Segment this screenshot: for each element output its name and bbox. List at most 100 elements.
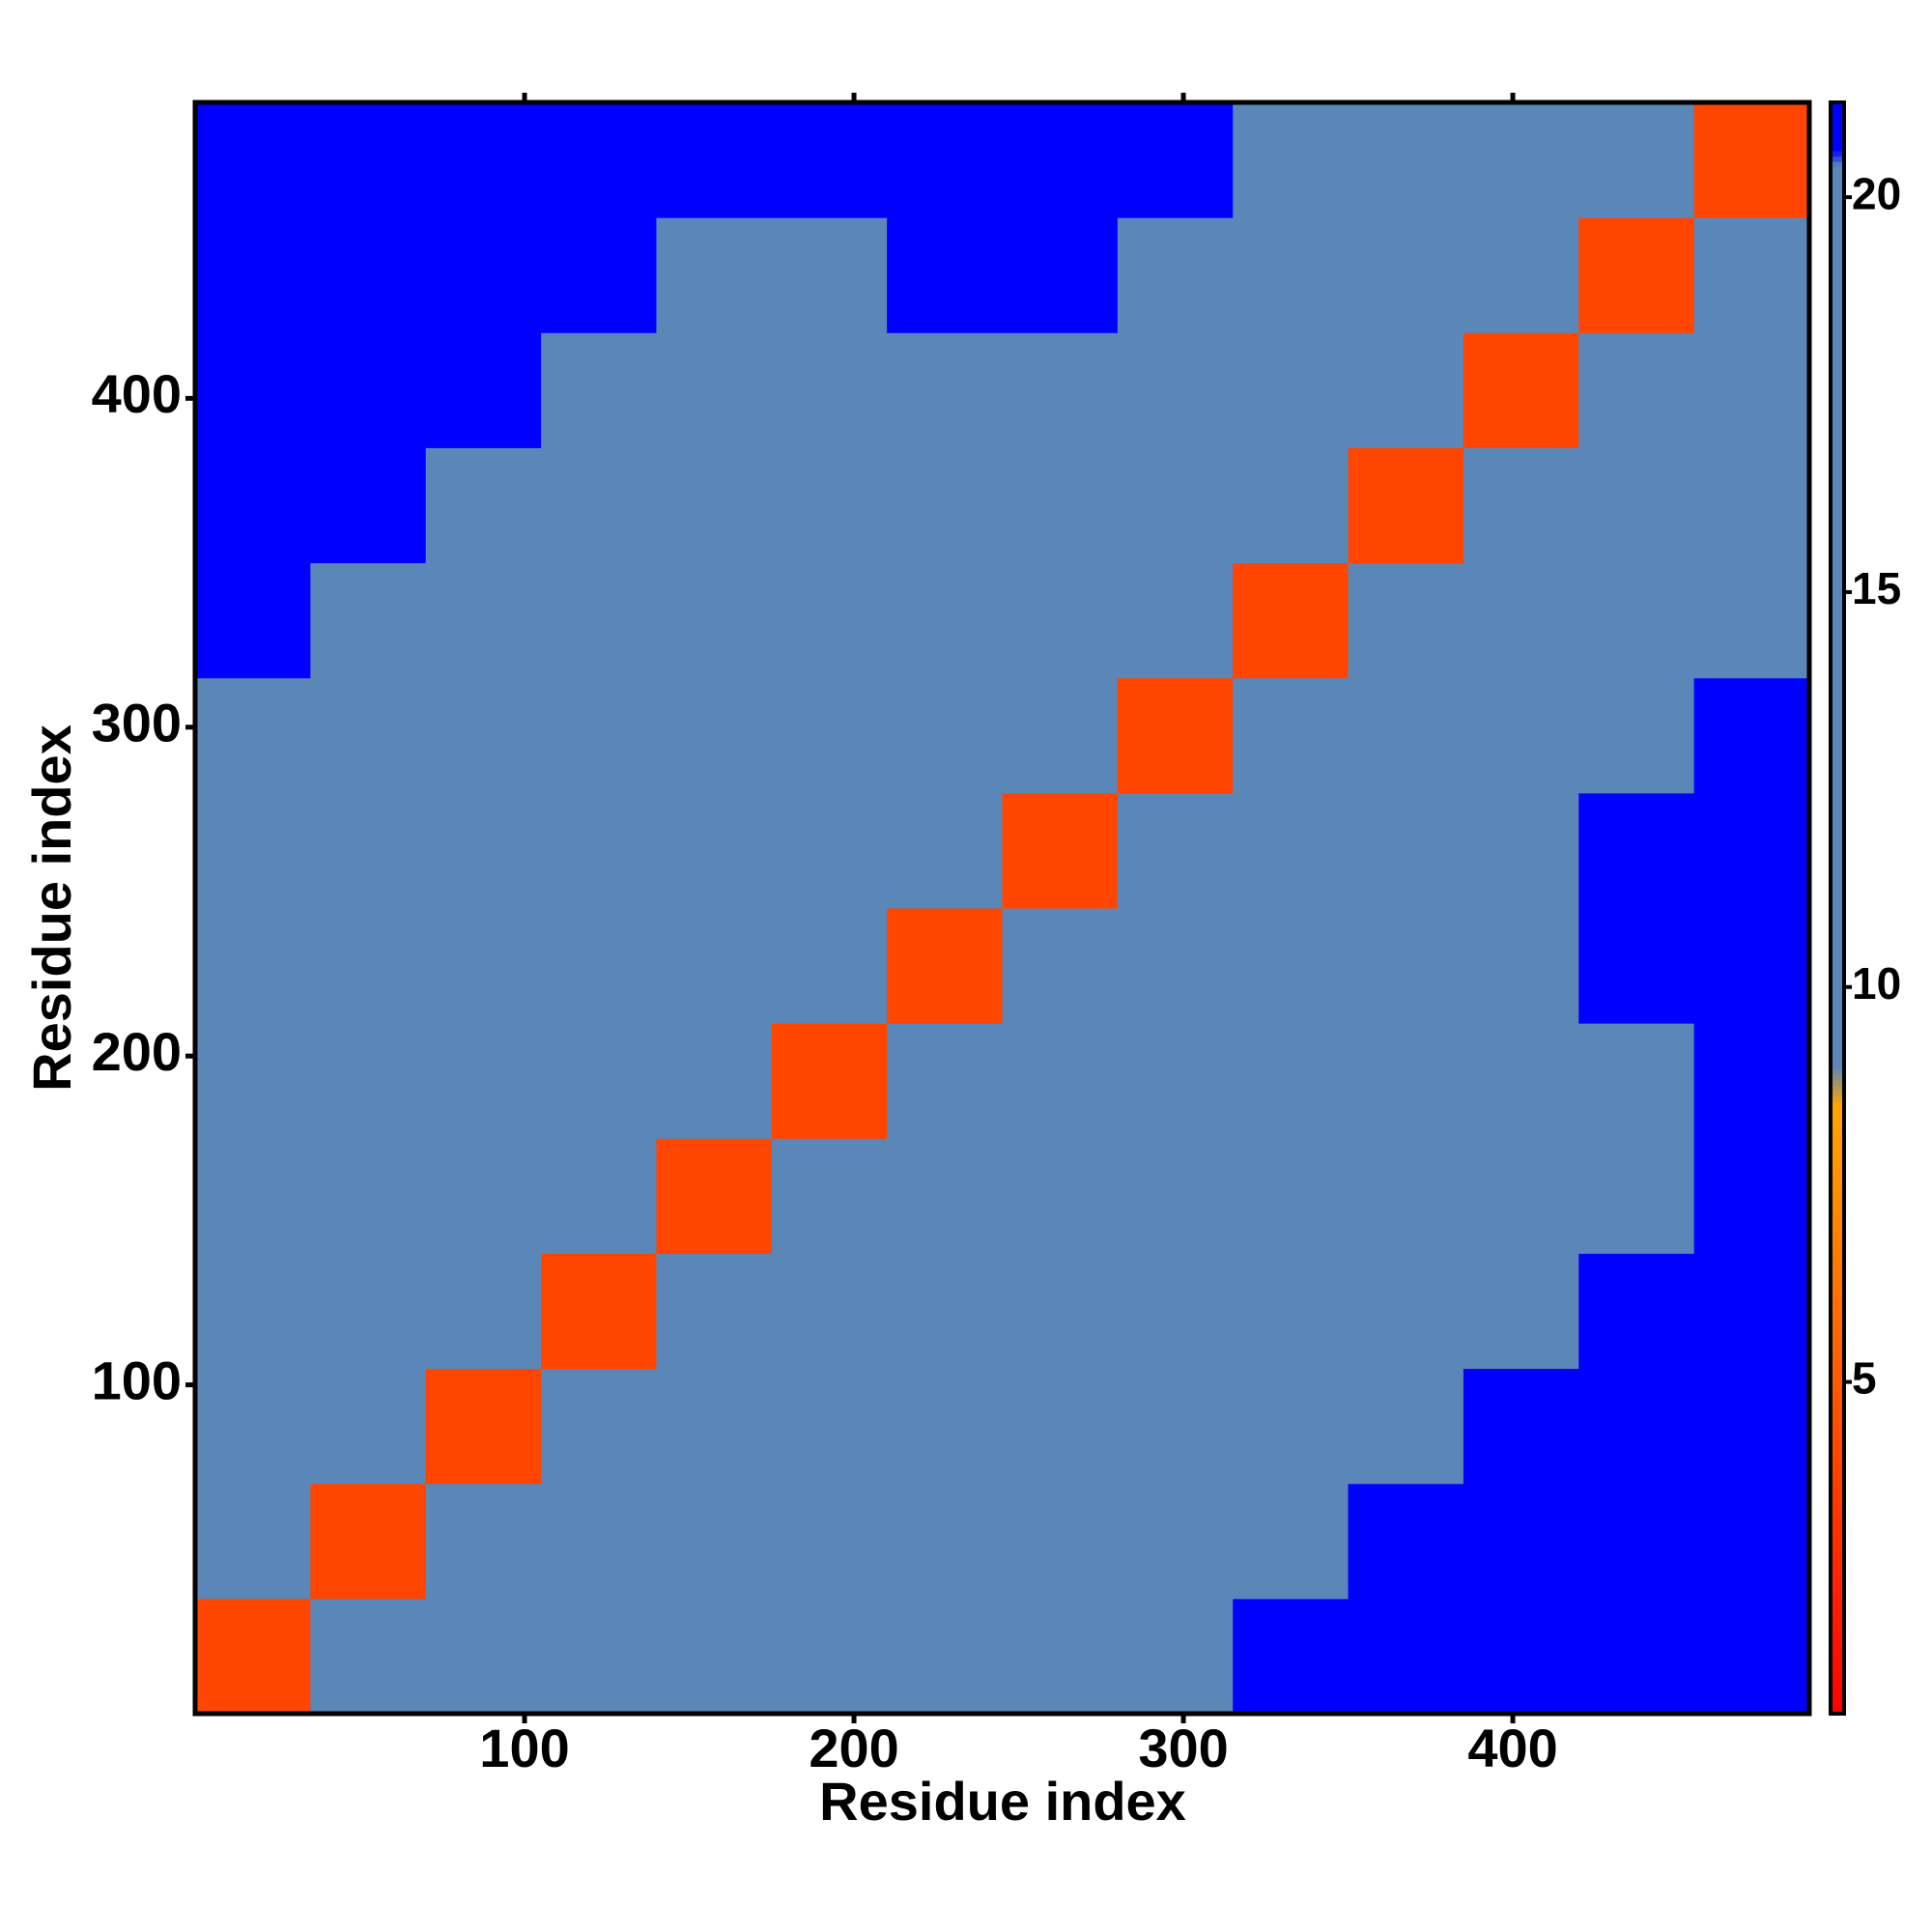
colorbar-segment [1831,521,1844,527]
heatmap-cell [425,677,542,794]
colorbar-segment [1831,542,1844,549]
heatmap-cell [1463,677,1579,794]
colorbar-segment [1831,724,1844,732]
y-tick-label: 200 [92,1021,182,1082]
colorbar-segment [1831,322,1844,329]
heatmap-cell [1463,562,1579,679]
heatmap-cell [1117,1138,1234,1254]
heatmap-cell [1693,102,1810,218]
colorbar-segment [1831,285,1844,292]
heatmap-cell [1002,677,1119,794]
colorbar-tick-label: 10 [1852,958,1901,1009]
colorbar-segment [1831,371,1844,378]
colorbar-segment [1831,269,1844,275]
colorbar-segment [1831,102,1844,109]
colorbar-segment [1831,279,1844,286]
colorbar-segment [1831,1375,1844,1381]
colorbar-segment [1831,451,1844,458]
colorbar-segment [1831,569,1844,576]
heatmap-cell [310,1598,427,1715]
colorbar-segment [1831,1461,1844,1467]
colorbar-segment [1831,1208,1844,1215]
heatmap-cell [1463,1368,1579,1485]
colorbar-segment [1831,762,1844,769]
colorbar-segment [1831,1316,1844,1322]
colorbar-segment [1831,1299,1844,1306]
colorbar-segment [1831,537,1844,544]
colorbar-segment [1831,806,1844,812]
heatmap-cell [1348,1023,1464,1139]
colorbar-segment [1831,462,1844,469]
colorbar-segment [1831,296,1844,302]
colorbar-segment [1831,177,1844,184]
heatmap-cell [195,1023,311,1139]
heatmap-cell [425,332,542,448]
colorbar-segment [1831,1670,1844,1677]
colorbar-segment [1831,128,1844,135]
heatmap-cell [195,102,311,218]
heatmap-cell [887,332,1003,448]
colorbar-segment [1831,822,1844,829]
colorbar-segment [1831,628,1844,635]
heatmap-cell [887,677,1003,794]
heatmap-cell [425,1483,542,1600]
heatmap-cell [656,1483,773,1600]
colorbar-segment [1831,199,1844,206]
colorbar-segment [1831,1150,1844,1156]
heatmap-cell [1463,792,1579,909]
colorbar-segment [1831,1552,1844,1559]
heatmap-cell [425,447,542,564]
colorbar-segment [1831,693,1844,699]
heatmap-cell [887,217,1003,333]
colorbar-segment [1831,397,1844,404]
colorbar-segment [1831,714,1844,721]
colorbar-segment [1831,956,1844,963]
colorbar-segment [1831,300,1844,307]
colorbar-segment [1831,1236,1844,1242]
heatmap-cell [771,1598,888,1715]
colorbar-segment [1831,1525,1844,1532]
heatmap-cell [1578,1368,1695,1485]
colorbar-segment [1831,1353,1844,1360]
colorbar-segment [1831,784,1844,791]
heatmap-cell [541,908,657,1024]
colorbar-segment [1831,709,1844,716]
heatmap-cell [1117,332,1234,448]
heatmap-cell [425,1023,542,1139]
plot-frame [192,99,1812,1717]
colorbar-segment [1831,666,1844,672]
colorbar-segment [1831,779,1844,785]
heatmap-cell [1463,1253,1579,1370]
colorbar-segment [1831,1262,1844,1269]
heatmap-cell [425,792,542,909]
colorbar-segment [1831,1139,1844,1146]
colorbar-segment [1831,789,1844,796]
colorbar-segment [1831,187,1844,195]
heatmap-cell [1463,1598,1579,1715]
heatmap-cell [1002,332,1119,448]
colorbar-segment [1831,489,1844,496]
colorbar-segment [1831,741,1844,748]
colorbar-segment [1831,214,1844,221]
heatmap-cell [1233,102,1350,218]
colorbar-segment [1831,1633,1844,1639]
colorbar-segment [1831,210,1844,216]
colorbar-segment [1831,1074,1844,1081]
colorbar-segment [1831,1664,1844,1672]
colorbar-segment [1831,1439,1844,1446]
colorbar-segment [1831,134,1844,141]
heatmap-cell [195,1138,311,1254]
heatmap-cell [887,562,1003,679]
colorbar-segment [1831,1456,1844,1463]
colorbar-segment [1831,655,1844,662]
heatmap-cell [1463,1138,1579,1254]
colorbar-segment [1831,639,1844,646]
y-axis-title: Residue index [21,724,82,1092]
heatmap-cell [1578,1483,1695,1600]
heatmap-cell [1463,332,1579,448]
heatmap-cell [1002,562,1119,679]
colorbar-segment [1831,978,1844,984]
colorbar-segment [1831,1230,1844,1236]
colorbar-segment [1831,435,1844,441]
heatmap-cell [1693,1598,1810,1715]
